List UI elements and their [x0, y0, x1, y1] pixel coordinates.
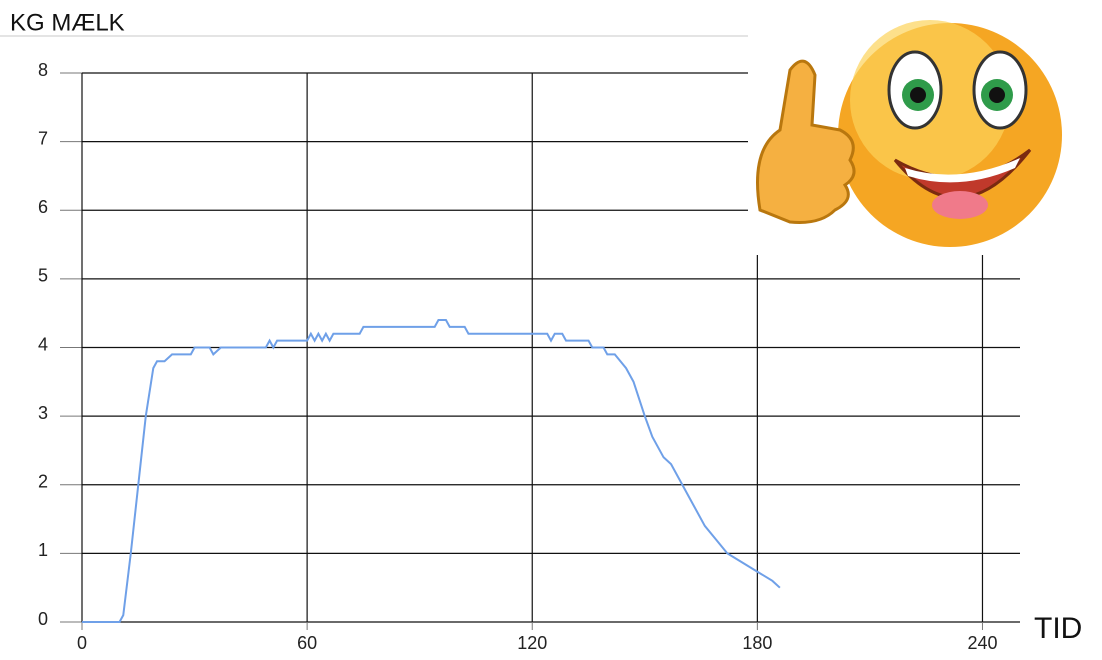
y-tick-label: 4	[38, 334, 48, 354]
x-axis-label: TID	[1034, 612, 1082, 645]
emoji	[748, 0, 1102, 255]
emoji-tongue	[932, 191, 988, 219]
x-tick-label: 180	[742, 633, 772, 653]
y-tick-label: 8	[38, 60, 48, 80]
plot-area: 0 1 2 3 4 5 6 7 8 0 60 120 180 240	[38, 60, 1020, 653]
y-tick-label: 1	[38, 540, 48, 560]
data-line	[82, 319, 781, 623]
emoji-pupil	[989, 87, 1005, 103]
x-tick-label: 60	[297, 633, 317, 653]
emoji-thumb	[756, 59, 856, 224]
x-tick-label: 0	[77, 633, 87, 653]
y-tick-label: 2	[38, 472, 48, 492]
emoji-teeth	[905, 158, 1020, 183]
y-tick-label: 3	[38, 403, 48, 423]
emoji-pupil	[910, 87, 926, 103]
y-tick-label: 6	[38, 197, 48, 217]
y-tick-label: 0	[38, 609, 48, 629]
y-tick-label: 5	[38, 266, 48, 286]
y-tick-label: 7	[38, 128, 48, 148]
x-tick-label: 240	[967, 633, 997, 653]
y-axis-label: KG MÆLK	[10, 9, 125, 36]
x-tick-label: 120	[517, 633, 547, 653]
